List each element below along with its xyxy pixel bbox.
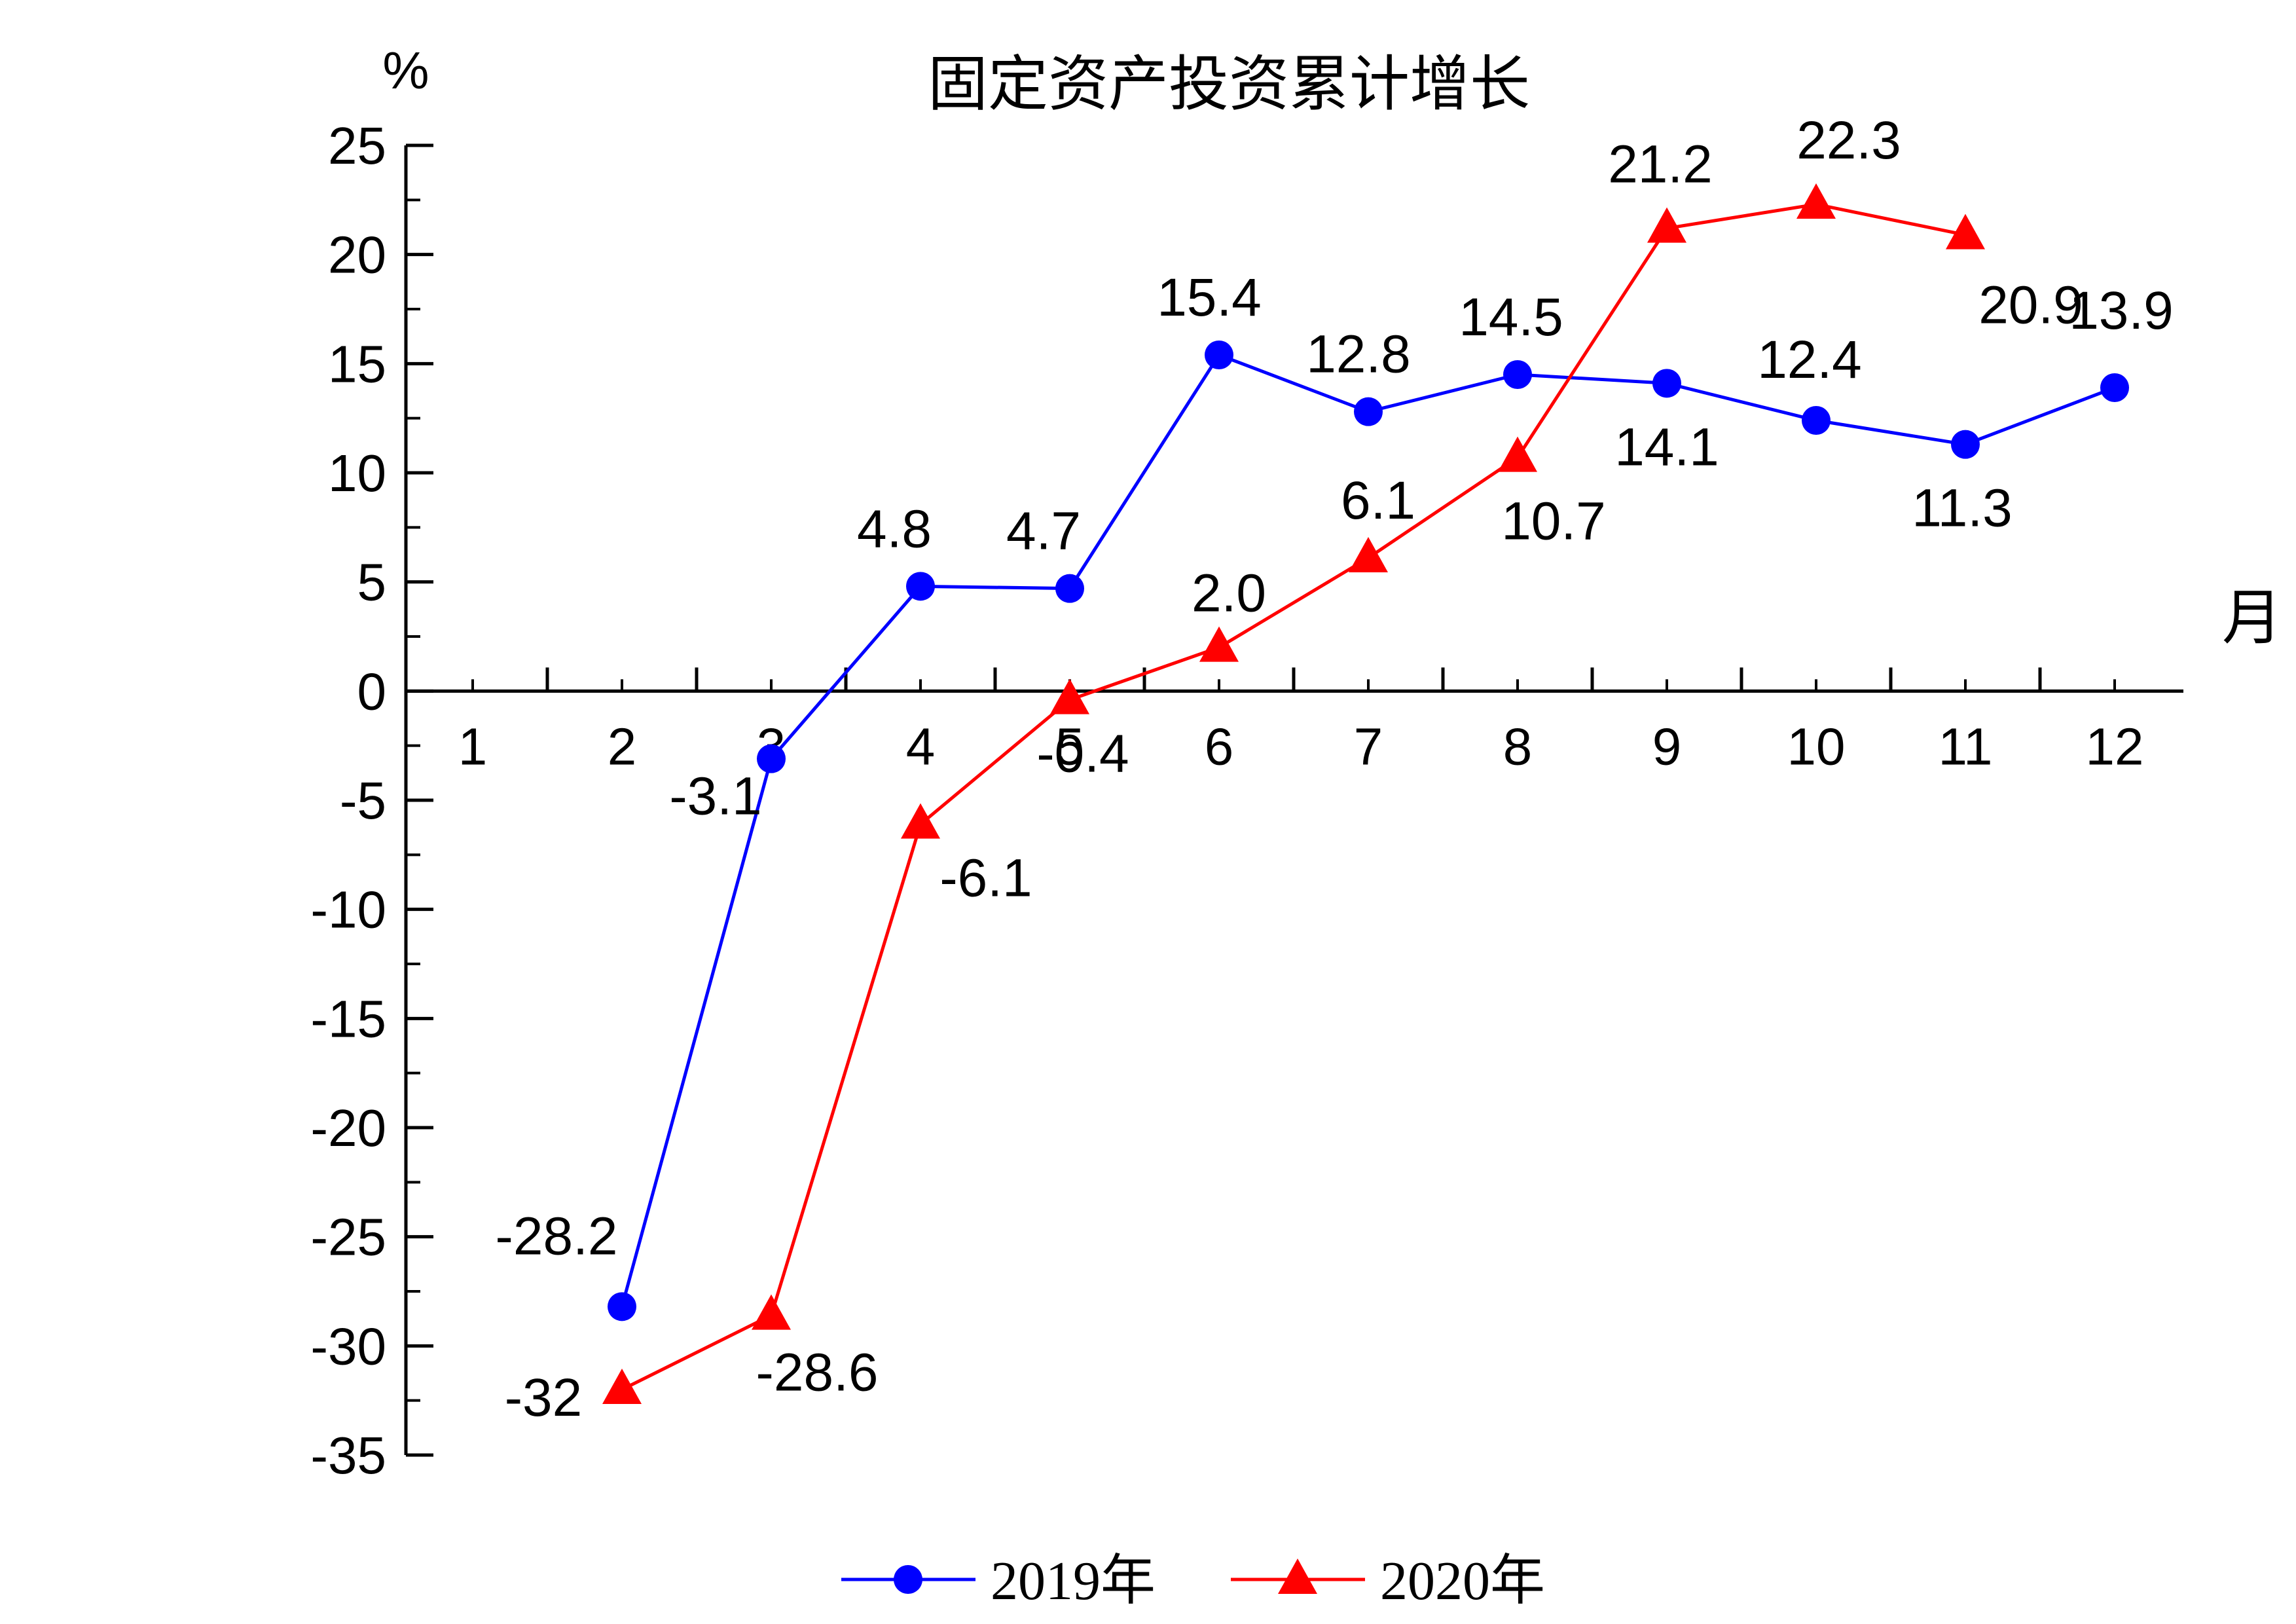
data-point-circle [1652, 369, 1681, 398]
y-tick-label: -10 [310, 881, 386, 939]
data-label: 6.1 [1341, 471, 1415, 530]
data-label: 21.2 [1608, 135, 1713, 194]
data-label: 22.3 [1796, 111, 1901, 170]
data-point-circle [1503, 360, 1532, 389]
y-tick-label: -15 [310, 989, 386, 1048]
data-point-triangle [1278, 1559, 1317, 1594]
x-tick-label: 7 [1354, 717, 1383, 775]
data-point-circle [894, 1565, 922, 1594]
x-tick-label: 12 [2086, 717, 2144, 775]
data-point-triangle [752, 1294, 791, 1330]
legend-label: 2019年 [991, 1551, 1156, 1612]
x-tick-label: 8 [1503, 717, 1533, 775]
data-label: 11.3 [1912, 479, 2013, 538]
y-tick-label: 20 [328, 226, 386, 284]
data-label: -32 [505, 1368, 583, 1428]
data-point-triangle [1050, 678, 1089, 714]
data-point-triangle [1796, 183, 1836, 219]
data-label: 15.4 [1157, 268, 1262, 327]
data-label: 12.4 [1757, 330, 1862, 390]
data-point-triangle [1349, 537, 1388, 572]
data-point-circle [757, 744, 786, 773]
data-point-triangle [1647, 207, 1686, 243]
y-tick-label: -5 [340, 771, 386, 830]
x-tick-label: 5 [1055, 717, 1085, 775]
data-labels: -28.2 -3.1 4.8 4.7 15.4 12.8 14.5 14.1 12.4 11.3 1… [496, 111, 2174, 1428]
series-layer [602, 183, 2129, 1404]
data-label: 10.7 [1501, 492, 1606, 551]
data-label: -3.1 [669, 767, 761, 826]
y-tick-label: -20 [310, 1099, 386, 1157]
x-tick-label: 10 [1787, 717, 1846, 775]
data-point-triangle [1498, 436, 1537, 472]
y-tick-label: -30 [310, 1317, 386, 1375]
y-tick-label: 0 [357, 662, 387, 720]
data-point-circle [1055, 574, 1084, 603]
data-label: -0.4 [1036, 724, 1129, 784]
chart-title: 固定资产投资累计增长 [928, 51, 1530, 118]
x-axis-unit: 月 [2222, 585, 2282, 652]
y-tick-label: -25 [310, 1208, 386, 1266]
data-point-triangle [602, 1369, 642, 1404]
data-point-circle [1802, 406, 1831, 435]
data-label: 14.5 [1459, 287, 1563, 347]
y-tick-label: 5 [357, 553, 387, 612]
legend: 2019年 2020年 [841, 1551, 1545, 1612]
data-label: 4.7 [1006, 502, 1081, 561]
data-label: -28.6 [756, 1343, 879, 1403]
y-axis-unit: % [382, 41, 429, 100]
data-point-circle [906, 572, 935, 601]
data-point-circle [2100, 373, 2129, 402]
y-tick-label: -35 [310, 1426, 386, 1485]
x-tick-label: 1 [458, 717, 488, 775]
data-point-triangle [1946, 213, 1985, 249]
data-label: 13.9 [2069, 281, 2174, 341]
data-label: 12.8 [1306, 325, 1411, 384]
data-point-triangle [901, 803, 940, 839]
x-tick-label: 4 [906, 717, 936, 775]
data-point-circle [1951, 430, 1980, 459]
data-label: 20.9 [1978, 276, 2083, 335]
data-point-circle [608, 1292, 636, 1321]
data-point-triangle [1199, 626, 1239, 662]
y-tick-label: 15 [328, 335, 386, 393]
legend-label: 2020年 [1380, 1551, 1545, 1612]
x-tick-label: 6 [1205, 717, 1234, 775]
data-label: 14.1 [1614, 417, 1719, 477]
x-tick-label: 2 [608, 717, 637, 775]
x-tick-label: 11 [1938, 717, 1992, 775]
data-point-circle [1354, 397, 1383, 426]
data-label: -6.1 [939, 849, 1032, 908]
data-label: -28.2 [496, 1206, 618, 1266]
x-tick-label: 9 [1652, 717, 1682, 775]
y-tick-label: 25 [328, 117, 386, 175]
axes: 2520151050-5-10-15-20-25-30-351234567891… [310, 117, 2183, 1485]
y-tick-label: 10 [328, 444, 386, 502]
data-label: 2.0 [1192, 564, 1266, 623]
data-label: 4.8 [857, 499, 932, 559]
series-line [621, 202, 1966, 1392]
data-point-circle [1205, 341, 1233, 369]
